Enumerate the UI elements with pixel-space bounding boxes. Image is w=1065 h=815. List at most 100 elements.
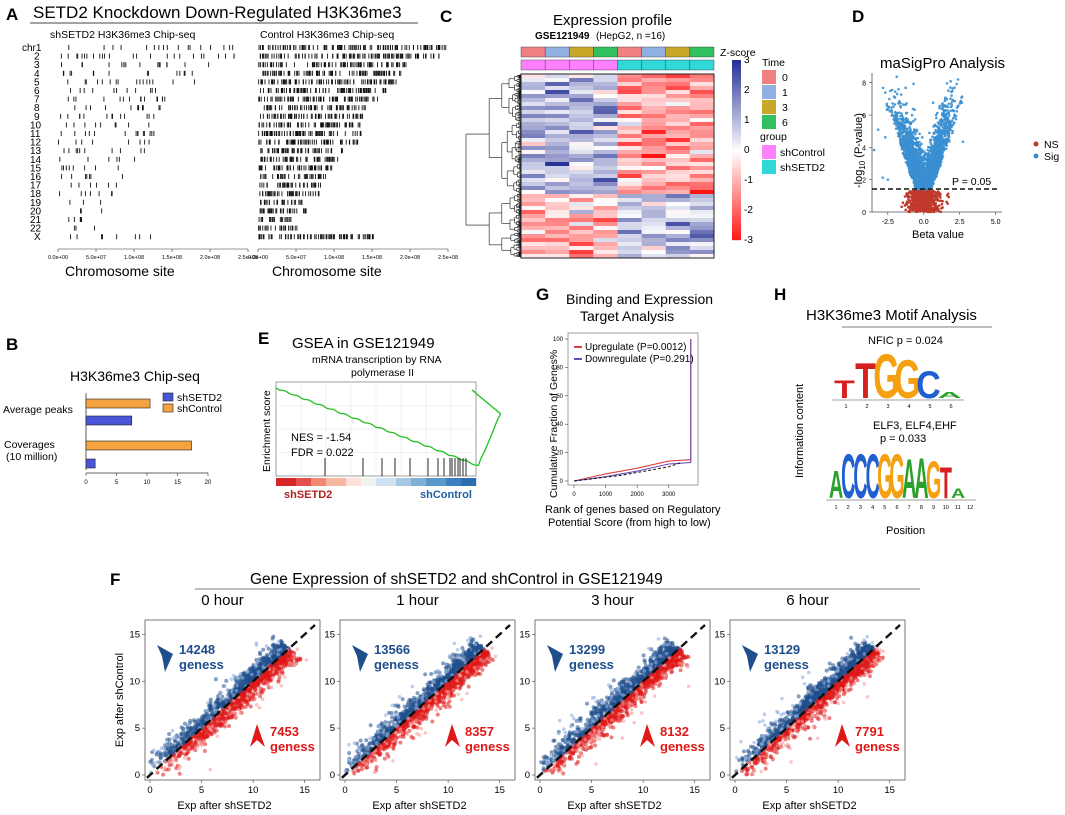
a-peak-control	[289, 105, 291, 111]
a-peak-control	[320, 62, 322, 68]
a-peak-setd2	[108, 156, 110, 162]
d-point	[949, 105, 953, 109]
a-peak-setd2	[172, 79, 174, 85]
a-peak-control	[329, 156, 331, 162]
panel-label-g: G	[536, 285, 549, 304]
a-peak-control	[279, 208, 281, 214]
a-peak-setd2	[75, 225, 77, 231]
a-peak-control	[351, 70, 353, 76]
a-peak-control	[297, 122, 299, 128]
a-peak-setd2	[115, 122, 117, 128]
c-heat-cell	[545, 254, 570, 259]
a-peak-control	[258, 79, 260, 85]
d-point	[876, 128, 880, 131]
a-peak-control	[269, 217, 271, 222]
a-peak-control	[342, 53, 344, 59]
c-scale-step	[732, 129, 741, 133]
a-peak-control	[276, 156, 278, 162]
a-peak-control	[315, 165, 317, 171]
a-peak-control	[357, 113, 359, 119]
a-peak-control	[294, 53, 296, 59]
a-peak-control	[314, 53, 316, 59]
c-heat-cell	[569, 198, 594, 203]
a-peak-control	[299, 165, 301, 171]
a-peak-setd2	[164, 96, 166, 102]
a-peak-control	[315, 96, 317, 102]
c-scale-step	[732, 66, 741, 70]
a-peak-control	[260, 96, 262, 102]
a-peak-setd2	[146, 79, 148, 85]
a-peak-setd2	[84, 53, 85, 59]
a-peak-control	[382, 88, 384, 93]
a-peak-setd2	[139, 62, 141, 68]
a-peak-control	[297, 122, 299, 128]
a-peak-control	[400, 53, 402, 59]
a-peak-control	[285, 234, 287, 240]
a-peak-control	[272, 45, 274, 50]
a-peak-setd2	[193, 79, 195, 85]
a-peak-control	[293, 156, 295, 162]
a-peak-control	[271, 234, 273, 240]
a-peak-setd2	[137, 105, 139, 111]
a-peak-control	[346, 79, 348, 85]
a-peak-control	[339, 105, 341, 111]
a-peak-control	[355, 113, 357, 119]
a-peak-control	[379, 70, 381, 76]
a-peak-control	[282, 217, 284, 222]
d-point	[945, 82, 949, 85]
a-peak-setd2	[139, 234, 141, 240]
c-heat-cell	[521, 202, 546, 207]
a-peak-control	[283, 45, 285, 50]
a-peak-control	[372, 234, 374, 240]
c-heat-cell	[521, 226, 546, 231]
a-peak-control	[360, 113, 361, 119]
a-peak-control	[301, 53, 303, 59]
c-scale-step	[732, 198, 741, 202]
a-peak-control	[331, 70, 333, 76]
c-heat-cell	[665, 82, 691, 87]
a-peak-control	[279, 96, 281, 102]
c-heat-cell	[569, 250, 594, 255]
a-peak-control	[371, 53, 372, 59]
c-heat-cell	[641, 178, 667, 183]
d-point	[884, 136, 887, 139]
c-heat-cell	[641, 254, 667, 259]
a-peak-control	[261, 148, 263, 154]
a-peak-control	[298, 113, 300, 119]
a-peak-control	[264, 225, 266, 231]
a-peak-control	[260, 79, 262, 85]
a-peak-control	[318, 70, 320, 76]
a-peak-control	[286, 45, 288, 50]
c-heat-cell	[593, 194, 618, 199]
a-peak-setd2	[80, 217, 82, 222]
a-peak-control	[270, 70, 272, 76]
c-heat-cell	[569, 254, 594, 259]
a-peak-control	[262, 225, 264, 231]
a-peak-control	[339, 79, 341, 85]
a-peak-control	[415, 53, 417, 59]
a-peak-setd2	[126, 88, 128, 93]
a-peak-setd2	[179, 53, 181, 59]
a-peak-control	[333, 234, 334, 240]
a-peak-setd2	[116, 156, 118, 162]
a-peak-control	[400, 70, 402, 76]
a-peak-control	[337, 79, 339, 85]
a-peak-control	[275, 148, 277, 154]
c-heat-cell	[521, 254, 546, 259]
a-peak-control	[328, 88, 330, 93]
a-peak-control	[281, 174, 283, 179]
a-peak-control	[290, 191, 292, 197]
c-heat-cell	[593, 142, 618, 147]
c-heat-cell	[521, 86, 546, 91]
a-peak-control	[350, 122, 352, 128]
a-peak-control	[327, 148, 329, 154]
a-peak-control	[322, 174, 324, 179]
c-heat-cell	[521, 178, 546, 183]
c-heat-cell	[593, 130, 618, 135]
d-point	[915, 130, 918, 134]
a-peak-control	[352, 88, 354, 93]
c-heat-cell	[617, 126, 642, 131]
a-peak-control	[344, 234, 346, 240]
c-heat-cell	[545, 222, 570, 227]
a-peak-control	[295, 105, 297, 111]
